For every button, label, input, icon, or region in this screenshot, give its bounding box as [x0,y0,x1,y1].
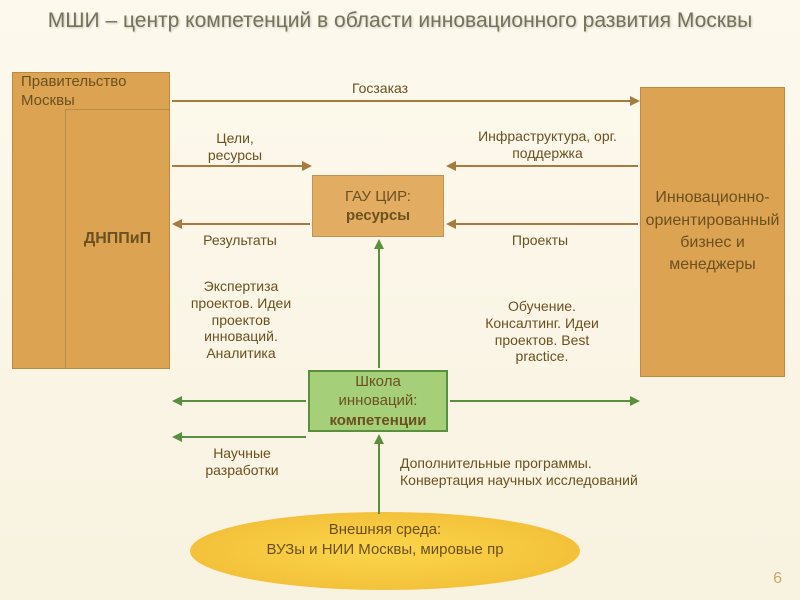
label-goals: Цели, ресурсы [195,130,275,164]
arrowhead-goals [302,161,312,171]
arrow-infra [456,165,638,167]
label-scidev: Научные разработки [192,445,292,479]
arrowhead-expertise [172,396,182,406]
node-dnpp: ДНППиП [65,109,170,369]
arrow-training [450,400,630,402]
arrow-projects [456,223,638,225]
node-environment: Внешняя среда: ВУЗы и НИИ Москвы, мировы… [190,512,580,590]
arrowhead-addprog [374,434,384,444]
arrowhead-results [172,219,182,229]
label-results: Результаты [195,232,285,249]
school-line2: компетенции [330,412,427,429]
env-line2: ВУЗы и НИИ Москвы, мировые пр [266,541,503,558]
arrowhead-projects [446,219,456,229]
node-gau: ГАУ ЦИР: ресурсы [312,175,444,237]
node-business: Инновационно-ориентированный бизнес и ме… [640,87,785,377]
arrow-goszakaz [172,100,630,102]
arrow-scidev [182,436,306,438]
node-gov-inner [12,109,65,369]
arrow-goals [172,165,302,167]
arrowhead-goszakaz [630,96,640,106]
gau-line2: ресурсы [346,207,410,224]
arrowhead-scidev [172,432,182,442]
arrowhead-school-gau [374,239,384,249]
label-expertise: Экспертиза проектов. Идеи проектов иннов… [182,278,300,362]
label-infra: Инфраструктура, орг. поддержка [470,128,625,162]
arrow-school-gau [378,249,380,368]
arrowhead-training [630,396,640,406]
arrow-addprog [378,444,380,514]
label-projects: Проекты [500,232,580,249]
page-title: МШИ – центр компетенций в области иннова… [0,8,800,33]
school-line1: Школа инноваций: [339,373,418,410]
label-goszakaz: Госзаказ [330,80,430,97]
node-school: Школа инноваций: компетенции [308,370,448,432]
gau-line1: ГАУ ЦИР: [345,188,411,205]
node-government: Правительство Москвы [12,72,170,109]
arrow-expertise [182,400,306,402]
page-number: 6 [773,570,782,588]
arrow-results [182,223,310,225]
label-training: Обучение. Консалтинг. Идеи проектов. Bes… [472,298,612,365]
env-line1: Внешняя среда: [329,521,441,538]
label-addprog: Дополнительные программы. Конвертация на… [400,455,670,489]
arrowhead-infra [446,161,456,171]
